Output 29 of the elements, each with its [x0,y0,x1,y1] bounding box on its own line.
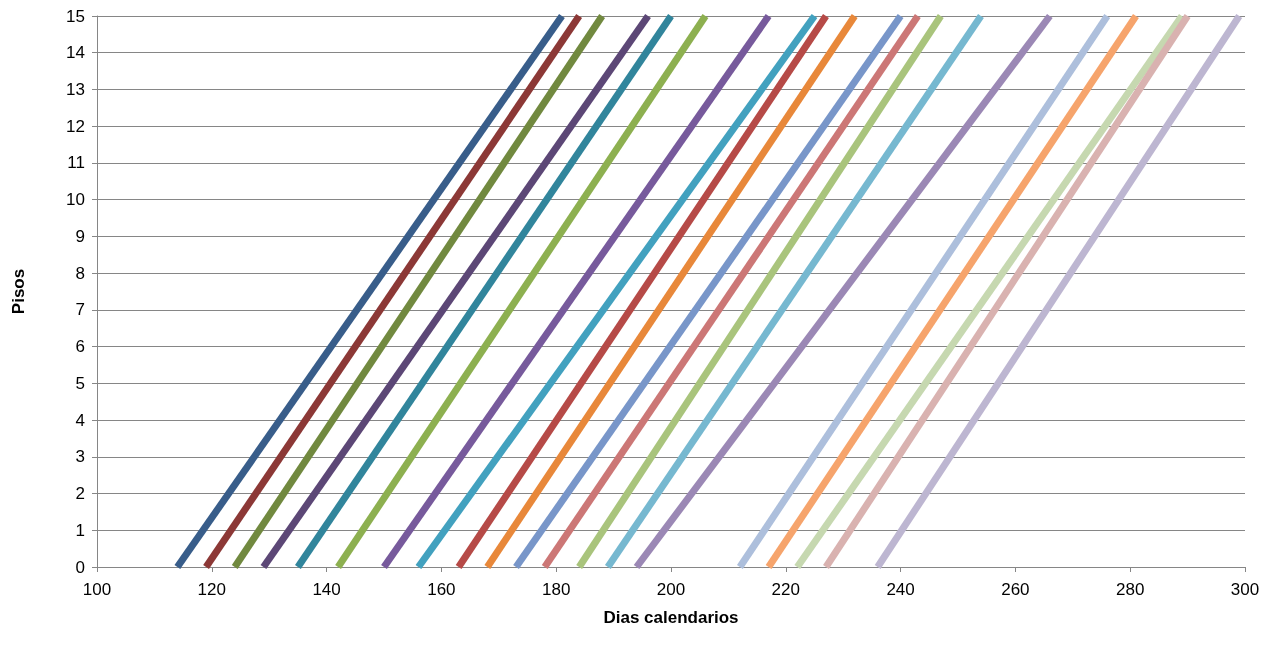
x-tick-label: 300 [1230,580,1260,599]
y-tick-label: 1 [75,520,85,540]
y-tick-label: 6 [75,337,85,357]
y-tick-label: 12 [66,116,85,136]
y-tick-label: 5 [75,373,85,393]
y-tick-label: 3 [75,447,85,467]
y-tick-label: 13 [66,79,85,99]
y-tick-label: 14 [66,43,85,63]
y-tick-label: 0 [75,557,85,577]
x-tick-label: 280 [1116,580,1145,599]
x-tick-label: 260 [1001,580,1030,599]
y-tick-label: 7 [75,300,85,320]
y-tick-label: 11 [67,153,85,173]
y-tick-label: 4 [75,410,85,430]
x-tick-label: 140 [312,580,341,599]
x-tick-label: 160 [427,580,456,599]
x-tick-label: 240 [886,580,915,599]
x-tick-label: 120 [197,580,226,599]
x-tick-label: 220 [771,580,800,599]
x-tick-label: 100 [82,580,112,599]
y-tick-label: 9 [75,226,85,246]
x-tick-label: 200 [656,580,686,599]
y-tick-label: 10 [66,190,85,210]
x-tick-label: 180 [542,580,571,599]
y-tick-label: 2 [75,484,85,504]
x-axis-title: Dias calendarios [603,608,739,627]
y-tick-label: 15 [66,6,85,26]
y-tick-label: 8 [75,263,85,283]
y-axis-title: Pisos [9,268,28,315]
